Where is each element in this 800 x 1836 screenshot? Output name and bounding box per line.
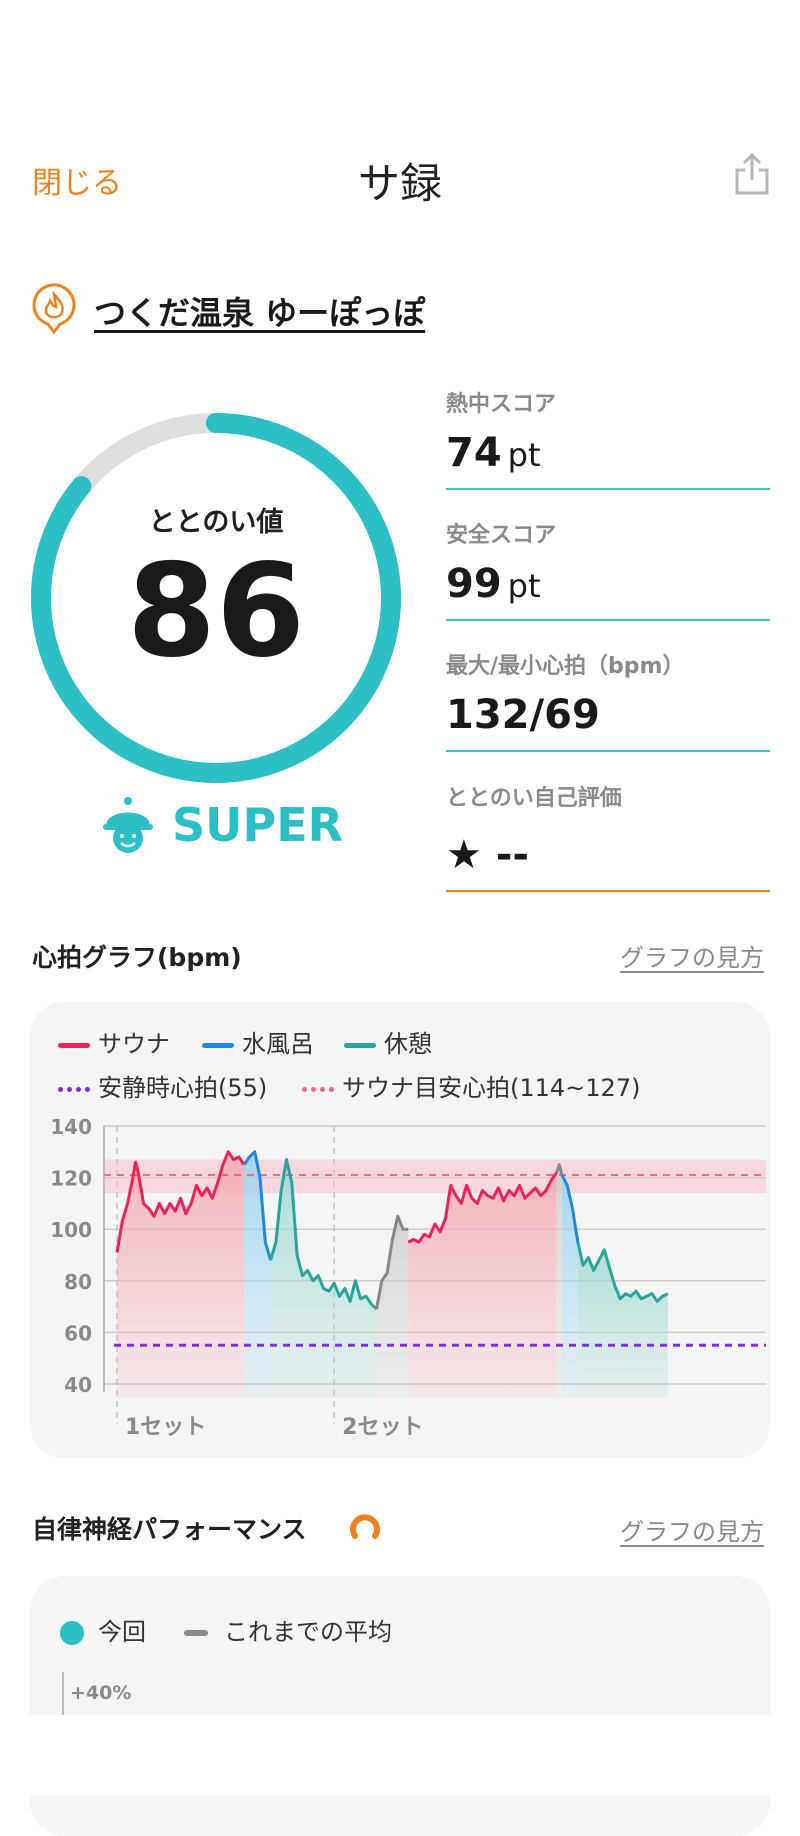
stat-heart-rate: 最大/最小心拍（bpm） 132/69: [446, 648, 770, 752]
y-tick-label: 100: [50, 1218, 92, 1242]
legend-water: 水風呂: [202, 1024, 314, 1059]
heart-graph-legend: サウナ 水風呂 休憩 安静時心拍(55) サウナ目安心拍(114~127): [58, 1020, 758, 1110]
hr-area-other: [556, 1164, 562, 1398]
stat-label: 安全スコア: [446, 523, 557, 548]
heart-graph-howto-link[interactable]: グラフの見方: [620, 944, 764, 972]
facility-name-link[interactable]: つくだ温泉 ゆーぽっぽ: [94, 294, 426, 332]
hr-area-sauna: [117, 1151, 245, 1398]
hr-line-sauna: [407, 1171, 558, 1244]
stat-divider: [446, 750, 770, 752]
close-button[interactable]: 閉じる: [32, 166, 122, 201]
stat-divider: [446, 619, 770, 621]
hr-line-water: [560, 1174, 580, 1243]
heart-graph-title: 心拍グラフ(bpm): [32, 943, 242, 972]
ans-ring-icon[interactable]: [348, 1508, 382, 1542]
stat-self-rating[interactable]: ととのい自己評価 ★ --: [446, 780, 770, 892]
stat-safety-score: 安全スコア 99 pt: [446, 517, 770, 621]
heart-rate-chart: 140 120 100 80 60 40 1セット 2セット: [50, 1115, 766, 1440]
average-line-icon: [184, 1630, 208, 1636]
stat-heat-score: 熱中スコア 74 pt: [446, 386, 770, 490]
ans-axis: [62, 1672, 64, 1722]
legend-resting-hr: 安静時心拍(55): [58, 1068, 267, 1103]
ans-tick-label: +40%: [70, 1682, 132, 1704]
hr-line-rest: [269, 1158, 378, 1311]
share-icon[interactable]: [732, 152, 772, 196]
y-tick-label: 80: [64, 1270, 92, 1294]
target-hr-band: [104, 1159, 766, 1194]
hr-area-rest: [270, 1159, 377, 1398]
stat-value: 132/69: [446, 692, 600, 738]
sauna-fire-pin-icon: [30, 282, 78, 336]
stat-divider: [446, 488, 770, 490]
stat-value[interactable]: ★ --: [446, 832, 529, 878]
hr-line-sauna: [115, 1150, 246, 1253]
hr-area-water: [244, 1151, 271, 1398]
sauna-hat-face-icon: [100, 796, 156, 856]
stat-value: 74 pt: [446, 430, 541, 476]
totonoi-value: 86: [126, 537, 306, 686]
current-dot-icon: [60, 1621, 84, 1645]
hr-line-other: [375, 1214, 409, 1310]
stat-label: 最大/最小心拍（bpm）: [446, 654, 685, 679]
legend-target-hr: サウナ目安心拍(114~127): [302, 1068, 640, 1103]
legend-sauna: サウナ: [58, 1024, 170, 1059]
hr-line-other: [555, 1163, 564, 1176]
ans-howto-link[interactable]: グラフの見方: [620, 1518, 764, 1546]
stat-label: 熱中スコア: [446, 392, 557, 417]
ans-performance-title: 自律神経パフォーマンス: [32, 1515, 307, 1544]
legend-average: これまでの平均: [184, 1612, 392, 1647]
totonoi-level: SUPER: [172, 798, 344, 852]
set-label: 2セット: [342, 1415, 423, 1440]
bottom-fade: [0, 1715, 800, 1795]
hr-line-water: [242, 1150, 273, 1261]
hr-area-rest: [577, 1242, 668, 1398]
set-label: 1セット: [125, 1415, 206, 1440]
hr-area-sauna: [408, 1172, 557, 1398]
page-title: サ録: [357, 159, 442, 208]
hr-area-water: [561, 1175, 578, 1398]
y-tick-label: 60: [64, 1321, 92, 1345]
y-tick-label: 140: [50, 1115, 92, 1139]
hr-area-other: [376, 1216, 409, 1398]
y-tick-label: 120: [50, 1167, 92, 1191]
legend-rest: 休憩: [344, 1024, 432, 1059]
legend-current: 今回: [60, 1612, 146, 1647]
hr-line-rest: [576, 1241, 669, 1303]
stat-value: 99 pt: [446, 561, 541, 607]
stat-label: ととのい自己評価: [446, 786, 622, 811]
totonoi-gauge: [31, 413, 401, 783]
y-tick-label: 40: [64, 1373, 92, 1397]
totonoi-label: ととのい値: [148, 507, 284, 538]
stat-divider: [446, 890, 770, 892]
